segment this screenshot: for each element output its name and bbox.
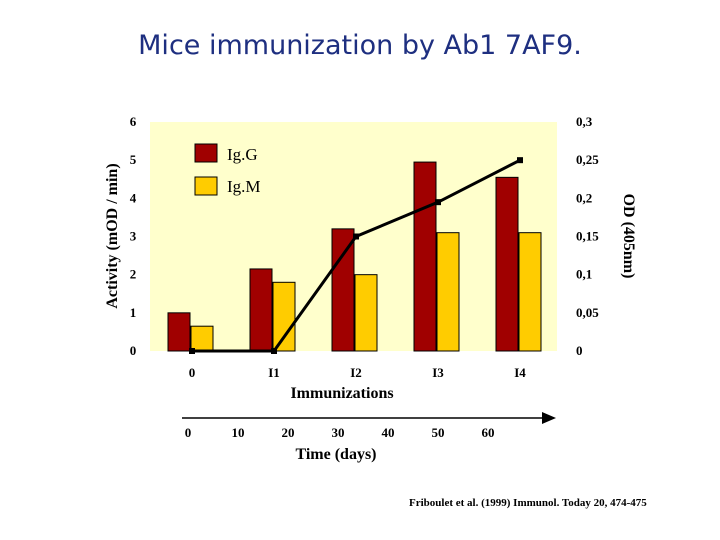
legend-label-igg: Ig.G — [227, 145, 258, 164]
y2-tick-label: 0,3 — [576, 114, 593, 129]
time-axis-ticks: 0 10 20 30 40 50 60 — [185, 425, 495, 440]
bar-igm-0 — [190, 325, 214, 352]
citation: Friboulet et al. (1999) Immunol. Today 2… — [409, 497, 647, 509]
bar-igm-1 — [272, 281, 296, 352]
x-tick-label: I1 — [268, 365, 280, 380]
time-tick-label: 40 — [382, 425, 395, 440]
time-tick-label: 0 — [185, 425, 192, 440]
y-tick-label: 2 — [130, 267, 137, 282]
od-point-2 — [353, 233, 359, 240]
x-tick-label: I2 — [350, 365, 362, 380]
bar-igm-2 — [354, 274, 378, 352]
od-point-1 — [271, 348, 277, 354]
bar-igg-2 — [331, 228, 355, 352]
x-axis-ticks: 0 I1 I2 I3 I4 — [189, 365, 527, 380]
y2-axis-title: OD (405nm) — [620, 194, 637, 279]
y-tick-label: 1 — [130, 305, 137, 320]
time-tick-label: 30 — [332, 425, 345, 440]
y-tick-label: 3 — [130, 229, 137, 244]
bar-igg-3 — [413, 161, 437, 352]
time-axis-arrow — [542, 412, 556, 424]
x-tick-label: I4 — [514, 365, 526, 380]
x-axis-title: Immunizations — [290, 385, 393, 402]
legend-swatch-igm — [194, 176, 218, 196]
bar-igg-4 — [495, 176, 519, 352]
y-axis-title: Activity (mOD / min) — [104, 163, 121, 308]
time-tick-label: 20 — [282, 425, 295, 440]
time-axis-title: Time (days) — [295, 446, 376, 463]
y-tick-label: 0 — [130, 343, 137, 358]
od-point-0 — [189, 348, 195, 354]
bar-igg-1 — [249, 268, 273, 352]
time-axis: 0 10 20 30 40 50 60 Time (days) — [182, 412, 556, 463]
y-tick-label: 6 — [130, 114, 137, 129]
od-point-4 — [517, 157, 523, 164]
left-axis-ticks: 0 1 2 3 4 5 6 — [130, 114, 137, 358]
time-tick-label: 60 — [482, 425, 495, 440]
x-tick-label: I3 — [432, 365, 444, 380]
legend-swatch-igg — [194, 143, 218, 163]
legend: Ig.G Ig.M — [194, 143, 261, 196]
y-tick-label: 5 — [130, 152, 137, 167]
od-line-series — [189, 157, 523, 354]
y2-tick-label: 0,2 — [576, 190, 592, 205]
bar-igm-4 — [518, 232, 542, 352]
y2-tick-label: 0 — [576, 343, 583, 358]
x-tick-label: 0 — [189, 365, 196, 380]
bar-igg-0 — [167, 312, 191, 352]
right-axis-ticks: 0 0,05 0,1 0,15 0,2 0,25 0,3 — [576, 114, 599, 358]
y2-tick-label: 0,05 — [576, 305, 599, 320]
y2-tick-label: 0,25 — [576, 152, 599, 167]
y-tick-label: 4 — [130, 190, 137, 205]
time-tick-label: 50 — [432, 425, 445, 440]
time-tick-label: 10 — [232, 425, 245, 440]
y2-tick-label: 0,15 — [576, 229, 599, 244]
slide-title: Mice immunization by Ab1 7AF9. — [138, 30, 582, 61]
y2-tick-label: 0,1 — [576, 267, 592, 282]
od-point-3 — [435, 199, 441, 206]
bar-igm-3 — [436, 232, 460, 352]
legend-label-igm: Ig.M — [227, 177, 261, 196]
bars — [167, 161, 542, 352]
